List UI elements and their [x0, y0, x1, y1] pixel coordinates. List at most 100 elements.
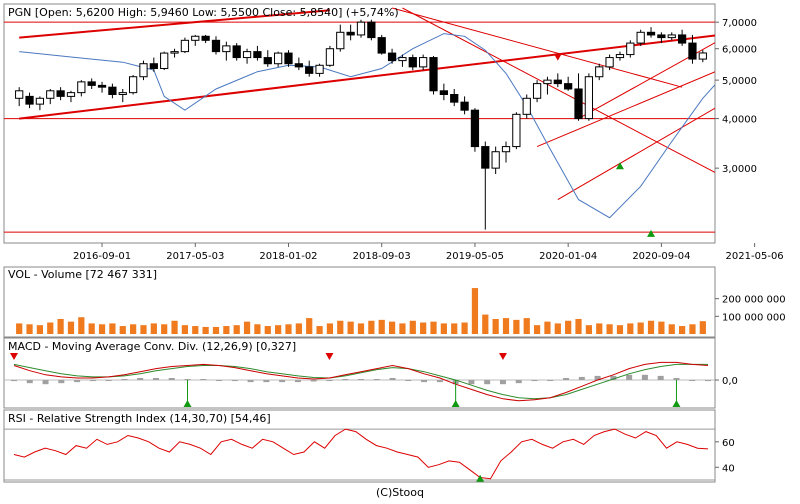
buy-signal-marker — [672, 400, 681, 407]
volume-bar — [316, 326, 323, 334]
volume-bar — [192, 326, 199, 334]
volume-bar — [181, 325, 189, 334]
candle-body — [201, 35, 210, 41]
candle-body — [543, 79, 552, 85]
candle-body — [419, 57, 428, 68]
volume-bar — [585, 325, 592, 334]
volume-bar — [26, 324, 33, 334]
candle-body — [222, 45, 231, 53]
volume-bar — [223, 326, 230, 334]
candle-body — [646, 31, 656, 36]
candle-body — [450, 94, 459, 103]
candle-body — [377, 37, 386, 54]
price-tick-label: 6,0000 — [722, 45, 757, 56]
candle-body — [657, 34, 666, 39]
macd-histogram-bar — [373, 379, 380, 381]
candle-body — [56, 90, 65, 97]
volume-bar — [596, 323, 603, 334]
candle-body — [532, 83, 542, 99]
volume-bar — [275, 325, 282, 334]
candle-body — [460, 101, 469, 111]
sell-signal-marker — [498, 353, 507, 360]
volume-bar — [47, 322, 54, 334]
price-trend-line — [536, 71, 715, 148]
macd-histogram-bar — [405, 380, 412, 382]
volume-bar — [109, 323, 116, 334]
candle-body — [501, 146, 511, 153]
macd-histogram-bar — [468, 380, 475, 385]
volume-axis-ticks: 200 000 000 100 000 000 — [715, 295, 786, 323]
volume-bar — [98, 324, 106, 334]
volume-bar — [16, 323, 23, 334]
volume-bar — [212, 326, 220, 334]
macd-histogram-bar — [247, 380, 254, 383]
candle-body — [408, 57, 417, 68]
macd-histogram-bar — [279, 380, 286, 383]
candle-body — [336, 31, 345, 50]
macd-histogram-bar — [184, 379, 191, 381]
volume-panel-title: VOL - Volume [72 467 331] — [8, 268, 157, 281]
candle-body — [667, 34, 676, 39]
candle-body — [15, 90, 24, 99]
macd-histogram-bar — [484, 380, 491, 385]
candle-body — [553, 79, 562, 85]
candle-body — [315, 64, 324, 74]
candle-body — [698, 52, 707, 60]
candle-body — [139, 63, 148, 78]
candle-body — [584, 76, 594, 120]
macd-histogram-bar — [389, 377, 396, 381]
candle-body — [626, 42, 635, 56]
macd-histogram-bar — [58, 380, 65, 384]
volume-bar — [471, 288, 479, 334]
buy-signal-marker — [476, 474, 485, 482]
buy-signal-marker — [183, 400, 192, 407]
volume-bar — [482, 314, 489, 334]
volume-bar — [130, 324, 137, 334]
macd-histogram-bar — [705, 380, 711, 382]
candle-body — [564, 83, 573, 90]
candle-body — [387, 52, 397, 62]
volume-bar — [658, 321, 665, 334]
candle-body — [522, 97, 531, 115]
macd-histogram-bar — [294, 380, 301, 383]
volume-bar — [36, 325, 44, 334]
macd-histogram-bar — [168, 377, 175, 381]
rsi-tick-label: 40 — [722, 463, 735, 474]
candle-body — [118, 92, 127, 96]
candle-body — [605, 57, 614, 68]
candle-body — [284, 52, 293, 65]
candle-body — [108, 86, 117, 96]
candle-body — [66, 92, 76, 97]
macd-histogram-bar — [657, 375, 664, 381]
candle-body — [367, 21, 376, 39]
volume-bar — [409, 320, 416, 334]
volume-bar — [202, 326, 209, 334]
candle-body — [87, 81, 96, 86]
price-trend-line — [19, 9, 331, 39]
candle-body — [470, 109, 480, 148]
price-panel — [3, 3, 716, 244]
volume-bar — [699, 321, 706, 334]
volume-bar — [150, 323, 157, 334]
rsi-line — [13, 428, 709, 480]
rsi-panel — [3, 409, 716, 483]
volume-bar — [606, 324, 613, 334]
candle-body — [688, 42, 697, 60]
candle-body — [346, 31, 355, 36]
price-candles — [15, 19, 707, 230]
candle-body — [253, 51, 262, 59]
rsi-axis-ticks: 60 40 — [715, 438, 735, 474]
macd-histogram-bar — [547, 380, 554, 382]
volume-bar — [88, 323, 95, 334]
macd-histogram-bar — [152, 377, 159, 381]
date-tick-label: 2018-09-03 — [353, 251, 411, 262]
volume-bar — [461, 322, 468, 334]
candle-body — [128, 76, 138, 94]
macd-histogram-bar — [231, 380, 238, 382]
candle-body — [636, 31, 645, 44]
macd-histogram-bar — [578, 376, 585, 381]
price-tick-label: 5,0000 — [722, 76, 757, 87]
candle-body — [263, 57, 272, 65]
macd-histogram-bar — [594, 375, 601, 381]
